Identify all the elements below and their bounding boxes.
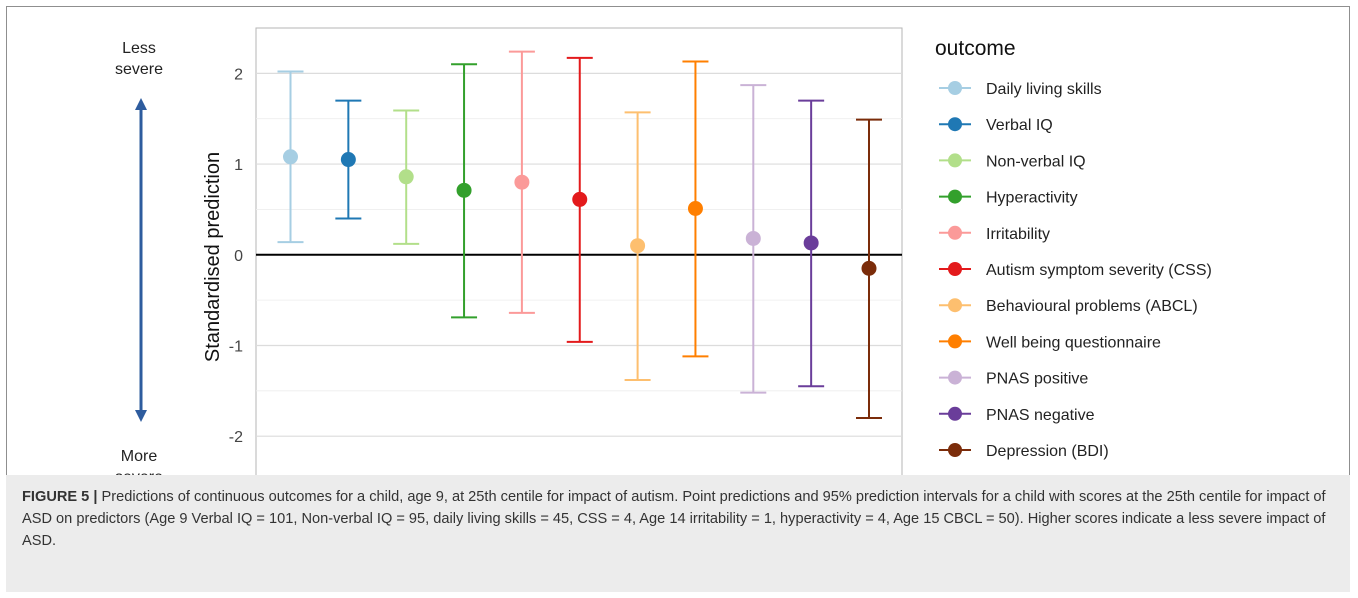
legend-item: PNAS negative xyxy=(939,406,1095,424)
y-tick-label: -2 xyxy=(229,429,243,446)
legend-key-dot xyxy=(948,225,962,240)
legend-label: PNAS positive xyxy=(986,371,1088,388)
y-tick-label: 0 xyxy=(234,248,243,265)
legend-item: Autism symptom severity (CSS) xyxy=(939,262,1212,279)
point-estimate xyxy=(398,169,414,185)
series-1 xyxy=(277,70,304,244)
legend-item: Depression (BDI) xyxy=(939,443,1109,460)
point-estimate xyxy=(745,230,761,246)
y-tick-label: -1 xyxy=(229,338,243,355)
caption-text: Predictions of continuous outcomes for a… xyxy=(22,489,1326,549)
series-6 xyxy=(566,56,593,343)
legend-key-dot xyxy=(948,117,962,132)
legend-item: PNAS positive xyxy=(939,370,1088,388)
point-estimate xyxy=(630,238,646,254)
legend-label: Verbal IQ xyxy=(986,117,1053,134)
legend-label: PNAS negative xyxy=(986,407,1095,424)
more-severe-label-line1: More xyxy=(121,448,158,465)
legend-item: Irritability xyxy=(939,225,1050,243)
series-5 xyxy=(508,50,535,314)
legend-label: Non-verbal IQ xyxy=(986,153,1086,170)
point-estimate xyxy=(456,182,472,198)
point-estimate xyxy=(514,174,530,190)
legend-key-dot xyxy=(948,81,962,95)
legend-item: Behavioural problems (ABCL) xyxy=(939,298,1198,315)
legend-item: Verbal IQ xyxy=(939,117,1053,134)
series-10 xyxy=(798,99,825,388)
error-bar-marks xyxy=(277,50,882,420)
legend-key-dot xyxy=(948,189,962,204)
point-estimate xyxy=(687,201,703,217)
y-tick-label: 1 xyxy=(234,157,243,174)
caption-label: FIGURE 5 | xyxy=(22,489,98,505)
legend-label: Autism symptom severity (CSS) xyxy=(986,262,1212,279)
legend-key-dot xyxy=(948,298,962,313)
y-tick-label: 2 xyxy=(234,66,243,83)
legend-label: Well being questionnaire xyxy=(986,334,1161,351)
series-4 xyxy=(451,63,478,319)
legend-key-dot xyxy=(948,443,962,457)
legend-label: Depression (BDI) xyxy=(986,443,1109,460)
series-9 xyxy=(740,84,767,394)
legend-key-dot xyxy=(948,153,962,168)
legend-title: outcome xyxy=(935,37,1016,60)
series-11 xyxy=(856,118,882,420)
legend-item: Hyperactivity xyxy=(939,189,1078,207)
legend-label: Behavioural problems (ABCL) xyxy=(986,298,1198,315)
y-axis-title: Standardised prediction xyxy=(202,152,224,362)
series-8 xyxy=(682,60,709,358)
point-estimate xyxy=(340,152,356,168)
legend-key-dot xyxy=(948,334,962,349)
point-estimate xyxy=(283,149,298,165)
legend-label: Irritability xyxy=(986,226,1050,243)
legend-item: Non-verbal IQ xyxy=(939,153,1086,170)
legend-item: Daily living skills xyxy=(939,81,1102,98)
legend-key-dot xyxy=(948,262,962,276)
legend-key-dot xyxy=(948,406,962,421)
y-tick-labels: 2 1 0 -1 -2 xyxy=(229,66,243,446)
series-7 xyxy=(624,111,651,381)
point-estimate xyxy=(861,260,877,276)
legend-item: Well being questionnaire xyxy=(939,334,1161,351)
less-severe-label-line2: severe xyxy=(115,61,163,78)
series-2 xyxy=(335,99,362,220)
series-3 xyxy=(393,109,420,245)
legend-label: Hyperactivity xyxy=(986,190,1078,207)
point-estimate xyxy=(803,235,819,251)
legend-key-dot xyxy=(948,370,962,385)
less-severe-label-line1: Less xyxy=(122,40,156,57)
point-estimate xyxy=(572,191,588,207)
legend: Daily living skills Verbal IQ Non-verbal I… xyxy=(939,81,1212,460)
figure-caption: FIGURE 5 | Predictions of continuous out… xyxy=(6,475,1350,592)
legend-label: Daily living skills xyxy=(986,81,1102,98)
